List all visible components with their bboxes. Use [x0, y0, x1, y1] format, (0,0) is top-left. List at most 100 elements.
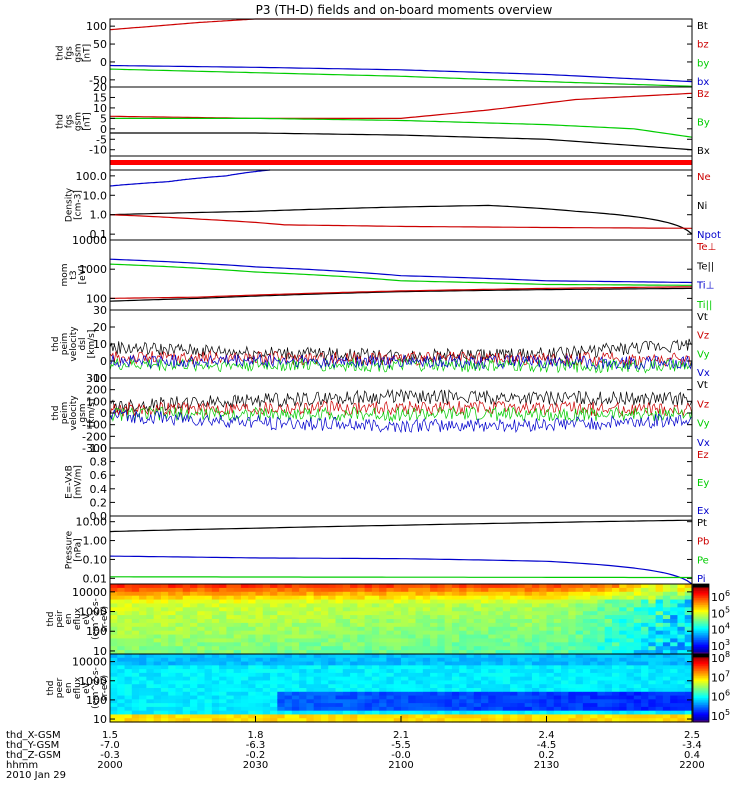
- heatmap-cell: [641, 638, 649, 643]
- heatmap-cell: [546, 622, 555, 628]
- heatmap-cell: [197, 638, 206, 643]
- heatmap-cell: [575, 595, 584, 601]
- heatmap-cell: [604, 654, 613, 659]
- heatmap-cell: [248, 654, 257, 659]
- heatmap-cell: [168, 611, 177, 616]
- heatmap-cell: [561, 607, 569, 612]
- heatmap-cell: [110, 646, 118, 651]
- heatmap-cell: [313, 688, 322, 693]
- heatmap-cell: [481, 611, 489, 616]
- heatmap-cell: [575, 607, 584, 612]
- heatmap-cell: [539, 642, 548, 647]
- heatmap-cell: [219, 611, 228, 616]
- heatmap-cell: [510, 638, 519, 643]
- heatmap-cell: [357, 699, 366, 704]
- heatmap-cell: [495, 634, 504, 640]
- heatmap-cell: [495, 650, 504, 655]
- heatmap-cell: [430, 630, 438, 636]
- heatmap-cell: [444, 672, 453, 678]
- heatmap-cell: [684, 684, 693, 689]
- heatmap-cell: [502, 691, 511, 697]
- heatmap-cell: [364, 587, 373, 593]
- heatmap-cell: [219, 646, 228, 651]
- heatmap-cell: [546, 684, 555, 689]
- heatmap-cell: [262, 611, 271, 616]
- heatmap-cell: [168, 634, 177, 640]
- heatmap-cell: [459, 661, 468, 666]
- heatmap-cell: [626, 699, 635, 704]
- colorbar-swatch: [693, 636, 709, 639]
- heatmap-cell: [590, 587, 599, 593]
- heatmap-cell: [240, 714, 249, 719]
- heatmap-cell: [160, 622, 169, 628]
- heatmap-cell: [590, 622, 599, 628]
- heatmap-cell: [190, 591, 198, 597]
- heatmap-cell: [633, 684, 642, 689]
- heatmap-cell: [335, 611, 344, 616]
- heatmap-cell: [255, 665, 264, 670]
- heatmap-cell: [342, 699, 351, 704]
- heatmap-cell: [568, 684, 577, 689]
- heatmap-cell: [219, 699, 228, 704]
- heatmap-cell: [175, 638, 184, 643]
- heatmap-cell: [451, 587, 460, 593]
- heatmap-cell: [626, 646, 635, 651]
- heatmap-cell: [277, 703, 286, 708]
- heatmap-cell: [277, 607, 286, 612]
- heatmap-cell: [655, 642, 664, 647]
- colorbar-swatch: [693, 633, 709, 636]
- heatmap-cell: [648, 642, 657, 647]
- heatmap-cell: [240, 638, 249, 643]
- heatmap-cell: [546, 669, 555, 674]
- colorbar-swatch: [693, 718, 709, 721]
- heatmap-cell: [277, 718, 286, 723]
- heatmap-cell: [393, 584, 402, 589]
- heatmap-cell: [502, 680, 511, 685]
- heatmap-cell: [190, 642, 198, 647]
- heatmap-cell: [277, 622, 286, 628]
- y-axis-label: [km/s]: [87, 399, 97, 428]
- heatmap-cell: [291, 595, 300, 601]
- heatmap-cell: [408, 657, 417, 663]
- heatmap-cell: [481, 714, 489, 719]
- heatmap-cell: [313, 676, 322, 682]
- heatmap-cell: [211, 706, 220, 712]
- heatmap-cell: [386, 622, 395, 628]
- heatmap-cell: [168, 691, 177, 697]
- heatmap-cell: [517, 710, 526, 716]
- heatmap-cell: [422, 607, 431, 612]
- heatmap-cell: [226, 603, 235, 608]
- heatmap-cell: [153, 603, 162, 608]
- heatmap-cell: [124, 619, 133, 624]
- x-tick-label: 0.2: [539, 750, 555, 761]
- heatmap-cell: [313, 714, 322, 719]
- heatmap-cell: [131, 584, 140, 589]
- heatmap-cell: [670, 676, 679, 682]
- heatmap-cell: [473, 684, 482, 689]
- heatmap-cell: [495, 587, 504, 593]
- heatmap-cell: [604, 622, 613, 628]
- panel-frame: [109, 447, 693, 517]
- heatmap-cell: [342, 688, 351, 693]
- heatmap-cell: [306, 718, 315, 723]
- heatmap-cell: [328, 607, 337, 612]
- heatmap-cell: [270, 630, 278, 636]
- heatmap-cell: [437, 691, 446, 697]
- heatmap-cell: [175, 611, 184, 616]
- heatmap-cell: [451, 699, 460, 704]
- heatmap-cell: [131, 646, 140, 651]
- heatmap-cell: [364, 680, 373, 685]
- heatmap-cell: [619, 591, 628, 597]
- heatmap-cell: [357, 587, 366, 593]
- heatmap-cell: [641, 672, 649, 678]
- heatmap-cell: [641, 615, 649, 620]
- heatmap-cell: [262, 672, 271, 678]
- heatmap-cell: [393, 676, 402, 682]
- heatmap-cell: [153, 615, 162, 620]
- heatmap-cell: [619, 622, 628, 628]
- heatmap-cell: [466, 619, 475, 624]
- heatmap-cell: [597, 626, 606, 632]
- heatmap-cell: [604, 680, 613, 685]
- heatmap-cell: [466, 611, 475, 616]
- heatmap-cell: [160, 672, 169, 678]
